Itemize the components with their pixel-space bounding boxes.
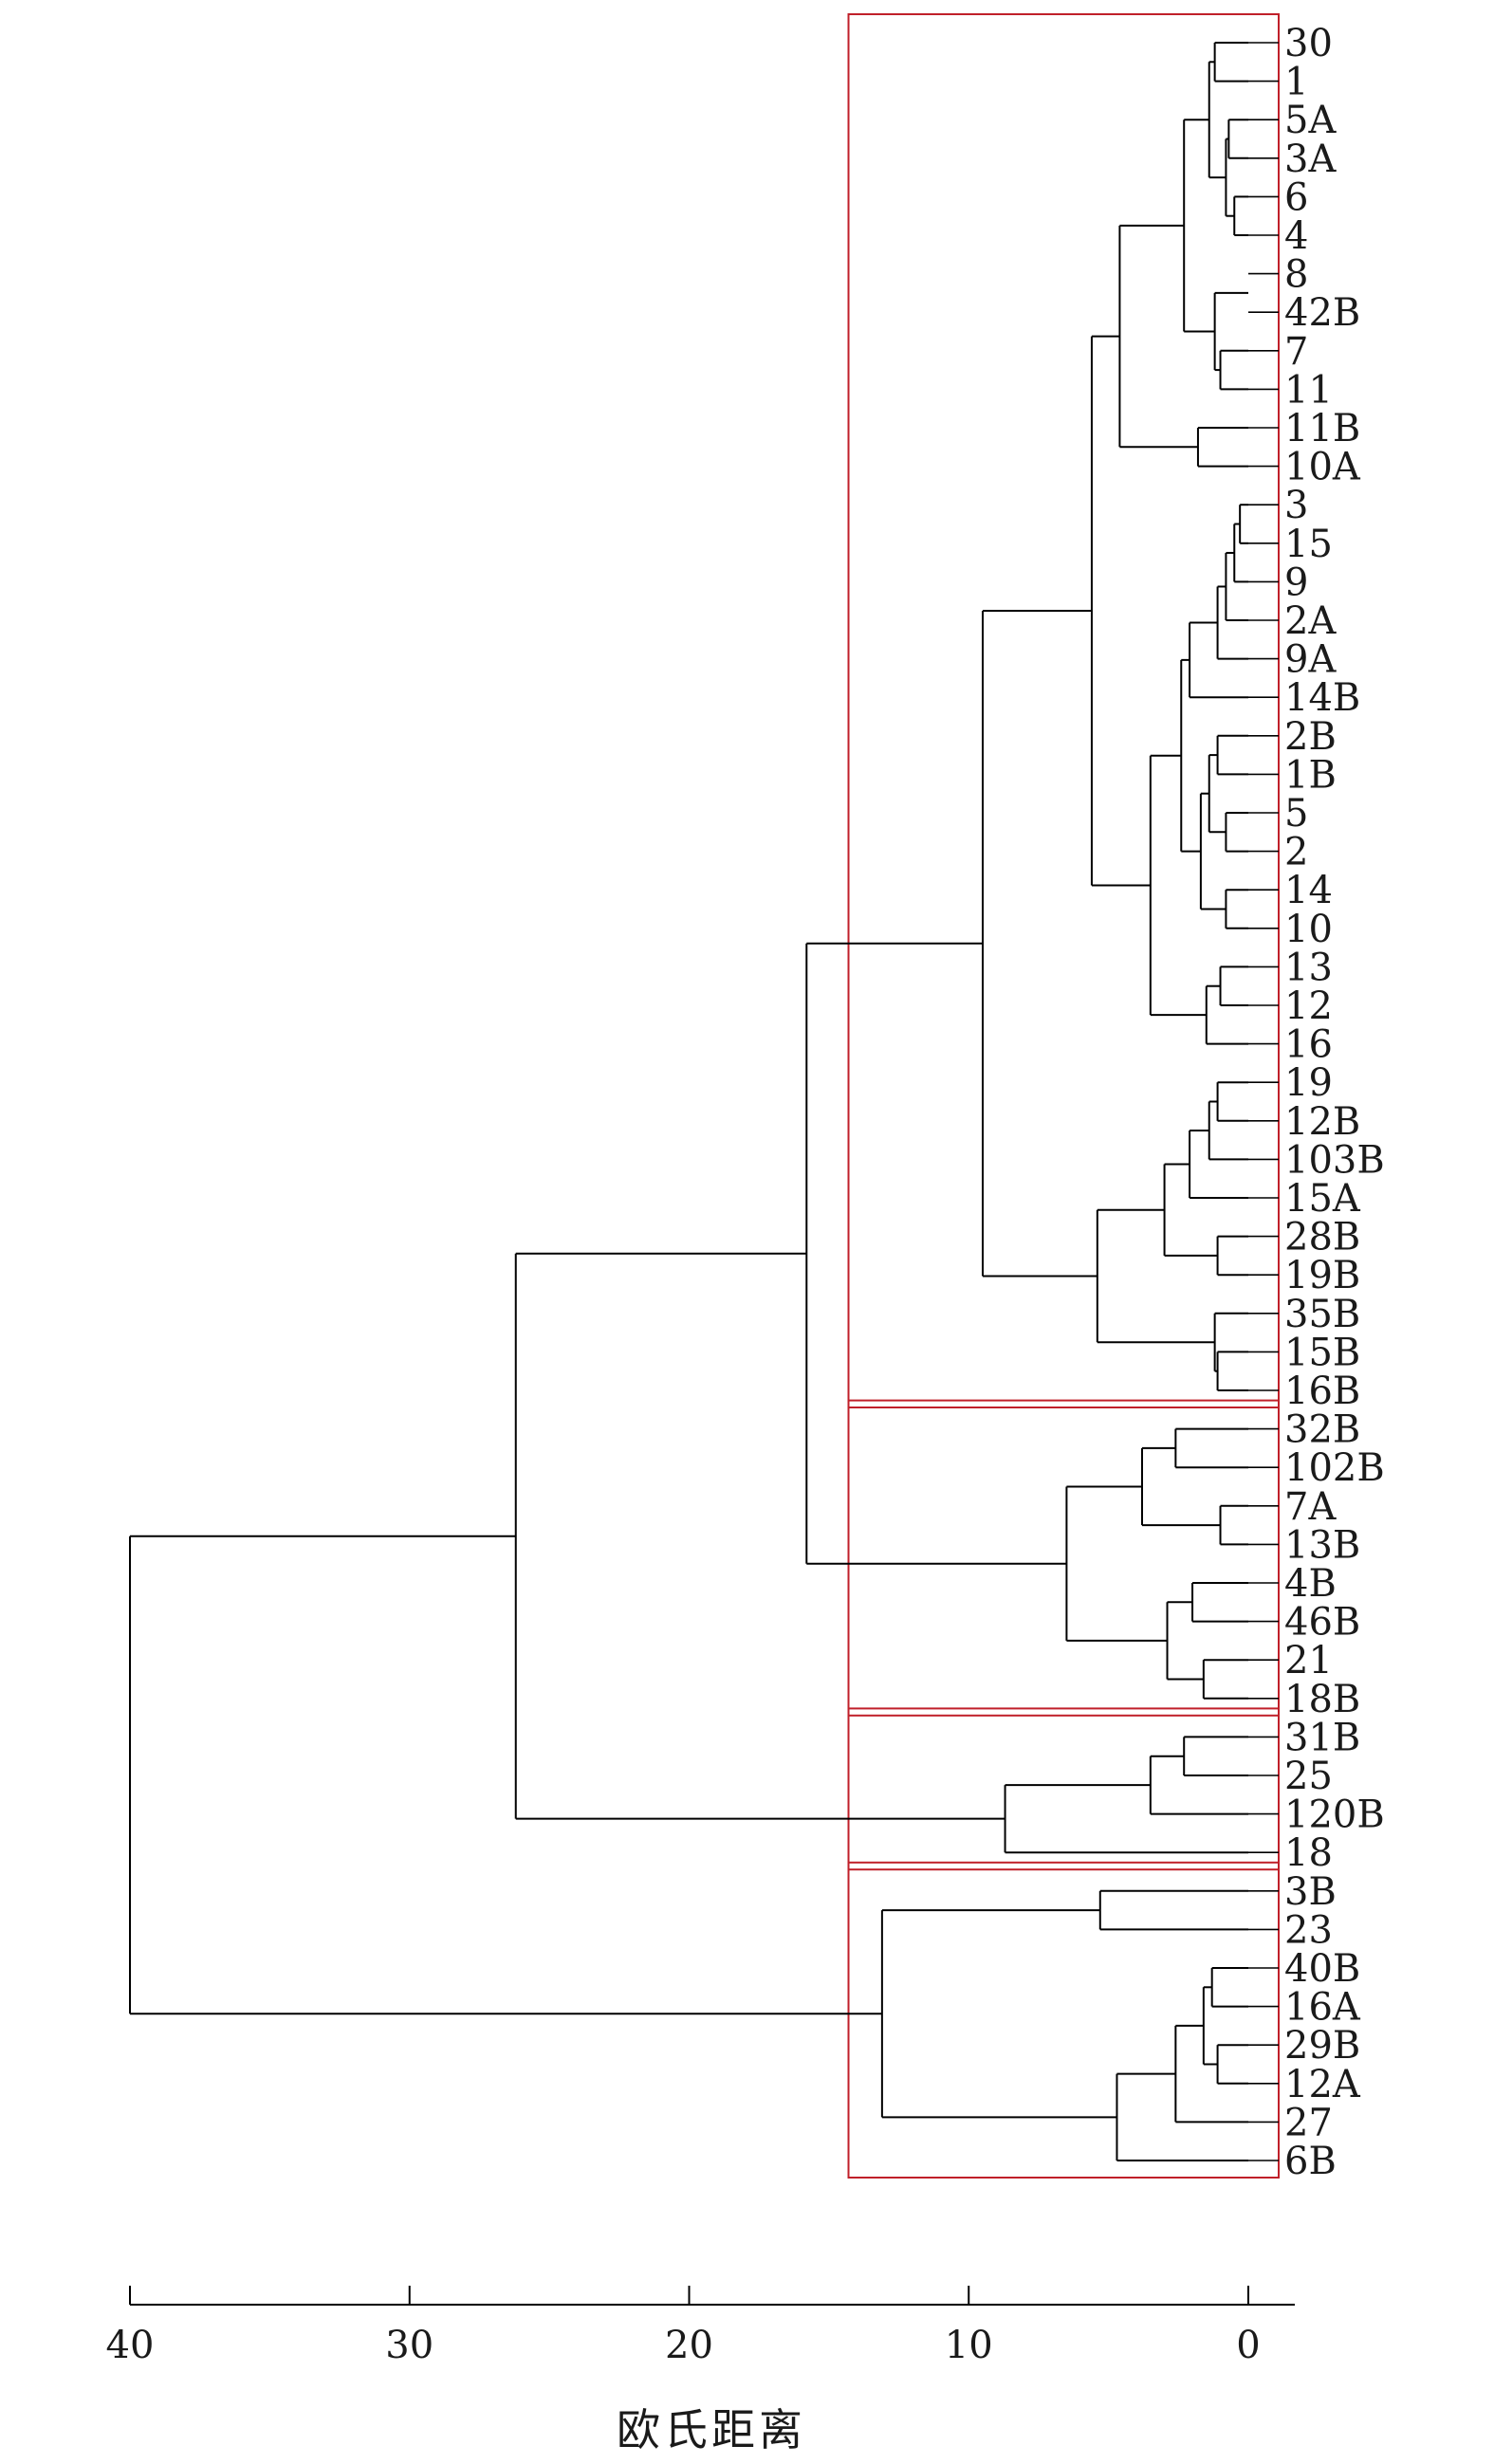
leaf-label: 10A <box>1284 446 1361 489</box>
leaf-label: 14 <box>1284 869 1333 912</box>
leaf-label: 13B <box>1284 1523 1360 1567</box>
leaf-label: 40B <box>1284 1947 1360 1991</box>
leaf-label: 9 <box>1284 561 1308 604</box>
x-axis-label: 欧氏距离 <box>617 2404 806 2455</box>
leaf-label: 35B <box>1284 1293 1360 1336</box>
leaf-labels: 3015A3A64842B71111B10A31592A9A14B2B1B521… <box>1284 22 1385 2183</box>
leaf-label: 30 <box>1284 22 1333 65</box>
leaf-label: 5A <box>1284 99 1337 142</box>
x-axis: 40 30 20 10 0 <box>106 2286 1295 2367</box>
leaf-label: 15B <box>1284 1331 1360 1374</box>
leaf-label: 1B <box>1284 753 1337 797</box>
leaf-label: 25 <box>1284 1755 1333 1798</box>
leaf-label: 4 <box>1284 214 1308 258</box>
leaf-label: 6 <box>1284 175 1308 219</box>
leaf-label: 13 <box>1284 946 1333 989</box>
leaf-label: 120B <box>1284 1793 1385 1837</box>
cluster-box-4 <box>847 1861 1280 2179</box>
cluster-box-3 <box>847 1707 1280 1871</box>
leaf-label: 19B <box>1284 1254 1360 1297</box>
leaf-label: 1 <box>1284 61 1308 104</box>
leaf-label: 11 <box>1284 368 1333 412</box>
leaf-label: 103B <box>1284 1138 1385 1182</box>
leaf-label: 46B <box>1284 1601 1360 1645</box>
leaf-label: 42B <box>1284 291 1360 335</box>
x-tick-label: 40 <box>106 2324 155 2367</box>
x-tick-label: 20 <box>665 2324 713 2367</box>
leaf-label: 7A <box>1284 1485 1337 1529</box>
leaf-label: 2B <box>1284 715 1337 759</box>
leaf-label: 2A <box>1284 599 1337 643</box>
leaf-label: 4B <box>1284 1562 1337 1606</box>
leaf-label: 3B <box>1284 1870 1337 1914</box>
leaf-label: 19 <box>1284 1061 1333 1105</box>
cluster-box-2 <box>847 1399 1280 1717</box>
leaf-label: 14B <box>1284 676 1360 720</box>
leaf-label: 3 <box>1284 484 1308 527</box>
leaf-label: 15 <box>1284 523 1333 566</box>
leaf-label: 12 <box>1284 984 1333 1028</box>
x-tick-label: 10 <box>945 2324 993 2367</box>
leaf-label: 12B <box>1284 1100 1360 1144</box>
leaf-label: 7 <box>1284 330 1308 374</box>
dendrogram-tree <box>129 42 1279 2161</box>
leaf-label: 12A <box>1284 2063 1361 2106</box>
leaf-label: 27 <box>1284 2101 1333 2144</box>
leaf-label: 18 <box>1284 1831 1333 1875</box>
leaf-label: 5 <box>1284 792 1308 836</box>
leaf-label: 2 <box>1284 831 1308 874</box>
leaf-label: 21 <box>1284 1639 1333 1683</box>
x-tick-label: 0 <box>1236 2324 1260 2367</box>
leaf-label: 10 <box>1284 908 1333 951</box>
leaf-label: 11B <box>1284 407 1360 451</box>
leaf-label: 16B <box>1284 1370 1360 1413</box>
leaf-label: 8 <box>1284 253 1308 297</box>
leaf-label: 31B <box>1284 1716 1360 1759</box>
leaf-label: 29B <box>1284 2024 1360 2068</box>
leaf-label: 6B <box>1284 2140 1337 2183</box>
leaf-label: 32B <box>1284 1408 1360 1452</box>
leaf-label: 16 <box>1284 1023 1333 1067</box>
x-tick-label: 30 <box>385 2324 433 2367</box>
cluster-box-1 <box>847 13 1280 1408</box>
leaf-label: 23 <box>1284 1908 1333 1952</box>
leaf-label: 16A <box>1284 1986 1361 2030</box>
leaf-label: 3A <box>1284 138 1337 181</box>
leaf-label: 18B <box>1284 1678 1360 1721</box>
leaf-label: 15A <box>1284 1177 1361 1221</box>
leaf-label: 102B <box>1284 1446 1385 1490</box>
leaf-label: 9A <box>1284 638 1337 682</box>
leaf-label: 28B <box>1284 1216 1360 1260</box>
cluster-boxes <box>847 13 1280 2179</box>
